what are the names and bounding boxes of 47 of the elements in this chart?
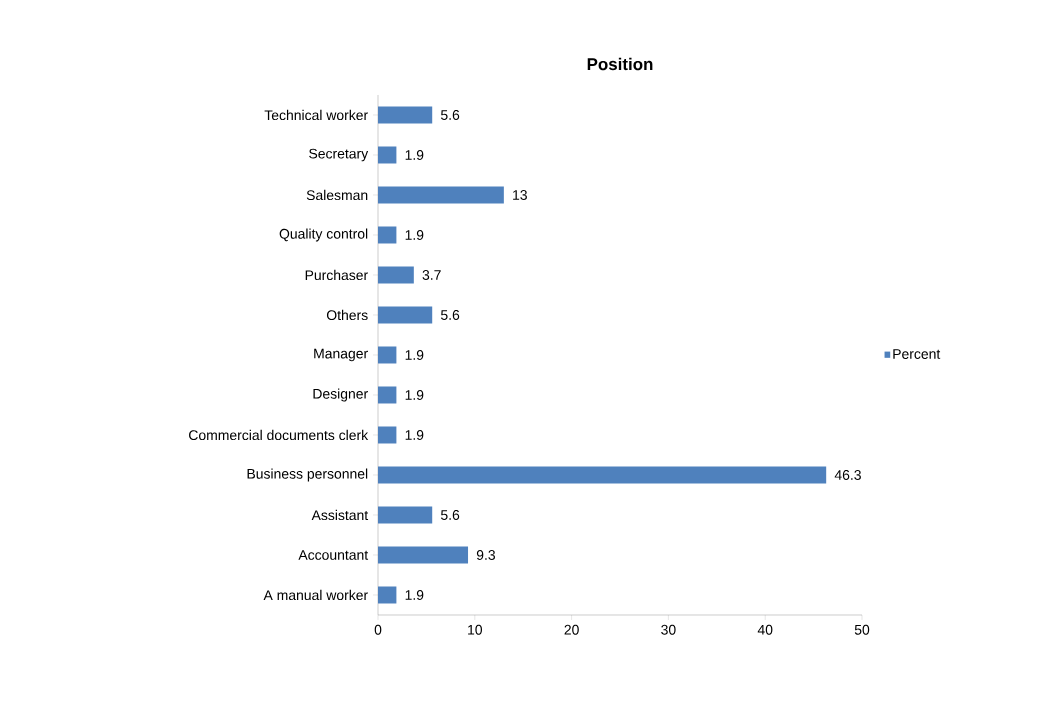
x-tick-label: 30	[661, 624, 676, 635]
bar	[378, 386, 397, 404]
data-label: 1.9	[405, 590, 424, 600]
x-tick-label: 0	[374, 624, 382, 635]
data-label: 5.6	[440, 310, 460, 320]
y-tick-label: Secretary	[309, 148, 369, 162]
data-label: 1.9	[405, 430, 424, 440]
legend-label: Percent	[893, 349, 941, 359]
y-tick-label: Salesman	[306, 189, 368, 201]
data-label: 5.6	[440, 510, 460, 520]
chart-title: Position	[587, 57, 653, 71]
y-tick-label: Assistant	[311, 509, 369, 521]
y-tick-label: Business personnel	[247, 468, 368, 482]
data-label: 5.6	[440, 110, 460, 120]
bar	[378, 146, 397, 164]
data-label: 1.9	[405, 390, 424, 400]
y-tick-label: Quality control	[279, 228, 368, 242]
bar	[378, 506, 433, 524]
x-tick-label: 40	[757, 624, 773, 635]
y-tick-label: Purchaser	[305, 269, 368, 281]
y-tick-label: Others	[326, 309, 368, 321]
y-tick-label: Technical worker	[264, 109, 368, 121]
bar	[378, 106, 433, 124]
data-label: 1.9	[405, 230, 424, 240]
y-tick-label: Manager	[314, 348, 368, 362]
x-tick-label: 20	[564, 624, 579, 635]
x-tick-label: 50	[854, 624, 870, 635]
bar	[378, 186, 504, 204]
data-label: 46.3	[834, 470, 861, 480]
bar	[378, 466, 827, 484]
bar	[378, 346, 397, 364]
x-tick-label: 10	[468, 624, 483, 635]
bar	[378, 306, 433, 324]
bar	[378, 426, 397, 444]
data-label: 1.9	[405, 150, 424, 160]
data-label: 1.9	[405, 350, 424, 360]
y-tick-label: Accountant	[298, 550, 369, 560]
data-label: 9.3	[476, 550, 495, 560]
bar	[378, 546, 469, 564]
bar	[378, 266, 414, 284]
bar	[378, 226, 397, 244]
y-tick-label: Designer	[313, 388, 368, 402]
data-label: 13	[513, 190, 527, 200]
y-tick-label: A manual worker	[263, 589, 368, 601]
data-label: 3.7	[422, 270, 441, 280]
y-tick-label: Commercial documents clerk	[189, 429, 369, 441]
bar	[378, 586, 397, 604]
